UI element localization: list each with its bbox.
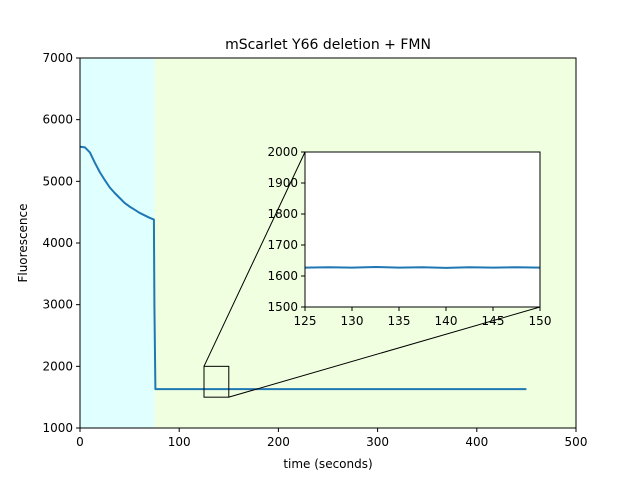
y-tick-label: 2000 xyxy=(42,359,73,373)
main-x-axis: 0 100 200 300 400 500 xyxy=(76,428,587,449)
y-tick-label: 4000 xyxy=(42,236,73,250)
main-y-axis: 1000 2000 3000 4000 5000 6000 7000 xyxy=(42,51,80,435)
x-tick-label: 300 xyxy=(366,435,389,449)
inset-x-tick-label: 150 xyxy=(529,314,552,328)
main-plot-series xyxy=(79,145,527,391)
inset-y-tick-label: 2000 xyxy=(267,145,298,159)
x-axis-label: time (seconds) xyxy=(283,457,372,471)
x-tick-label: 200 xyxy=(267,435,290,449)
chart-title: mScarlet Y66 deletion + FMN xyxy=(225,37,431,53)
inset-y-tick-label: 1900 xyxy=(267,176,298,190)
zoom-indicator xyxy=(203,151,541,398)
inset-x-tick-label: 135 xyxy=(388,314,411,328)
zoom-connector-line xyxy=(203,151,306,367)
y-tick-label: 1000 xyxy=(42,421,73,435)
inset-series-line-0 xyxy=(304,266,541,269)
x-tick-label: 0 xyxy=(76,435,84,449)
inset-plot: 125 130 135 140 145 150 1500 1600 1700 1800 1900 20… xyxy=(267,145,551,328)
y-tick-label: 7000 xyxy=(42,51,73,65)
inset-x-tick-label: 140 xyxy=(435,314,458,328)
zoom-box xyxy=(203,365,230,398)
inset-y-tick-label: 1700 xyxy=(267,238,298,252)
inset-x-tick-label: 125 xyxy=(294,314,317,328)
series-line-0 xyxy=(79,145,527,391)
y-tick-label: 3000 xyxy=(42,298,73,312)
x-tick-label: 500 xyxy=(565,435,588,449)
y-tick-label: 5000 xyxy=(42,174,73,188)
x-tick-label: 100 xyxy=(168,435,191,449)
zoom-connector-line xyxy=(228,306,541,398)
shaded-region-0 xyxy=(80,58,155,428)
inset-x-tick-label: 130 xyxy=(341,314,364,328)
inset-y-tick-label: 1800 xyxy=(267,207,298,221)
y-tick-label: 6000 xyxy=(42,113,73,127)
inset-y-tick-label: 1500 xyxy=(267,300,298,314)
y-axis-label: Fluorescence xyxy=(16,203,30,282)
inset-y-tick-label: 1600 xyxy=(267,269,298,283)
inset-x-tick-label: 145 xyxy=(482,314,505,328)
x-tick-label: 400 xyxy=(465,435,488,449)
inset-frame xyxy=(304,151,541,308)
inset-background xyxy=(305,152,540,307)
